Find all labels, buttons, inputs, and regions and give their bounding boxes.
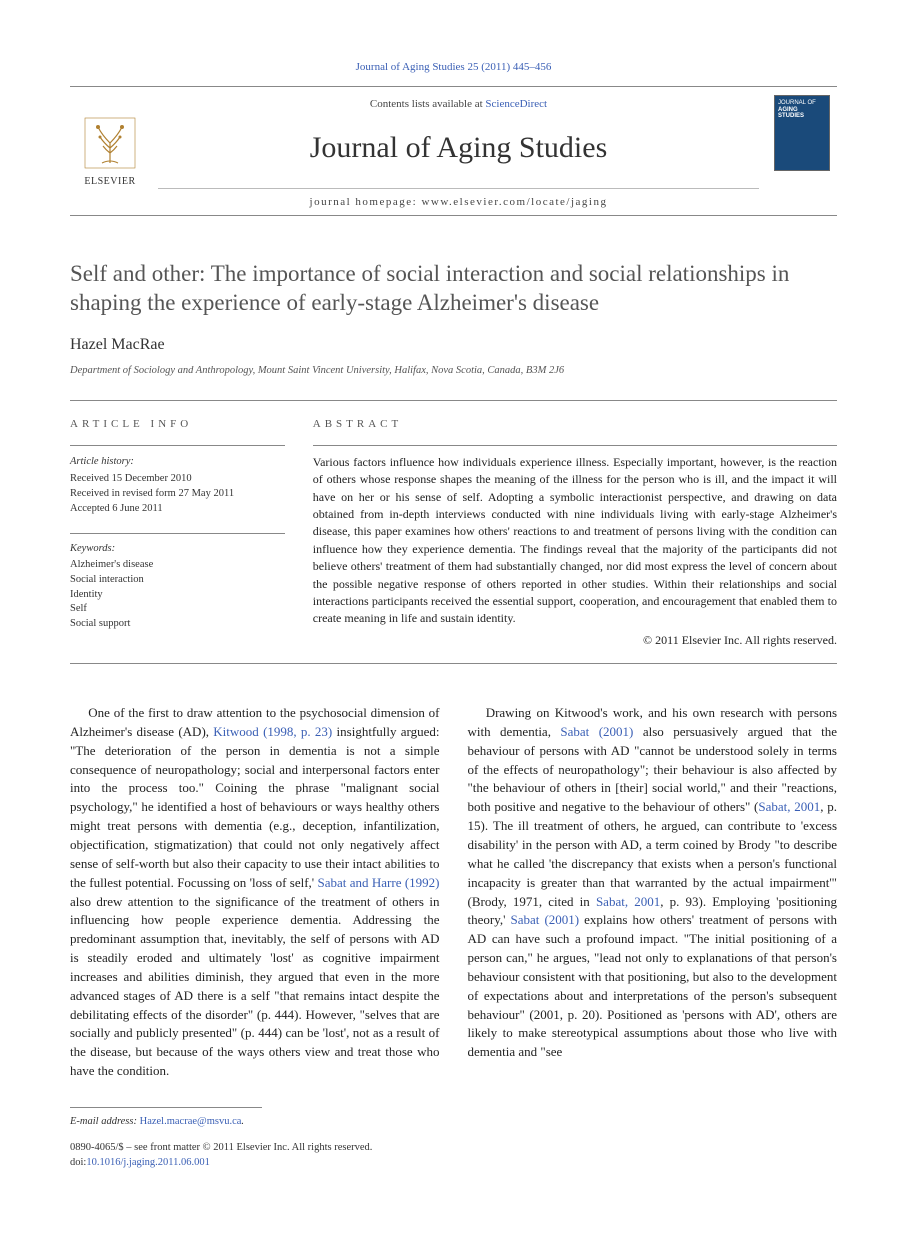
history-revised: Received in revised form 27 May 2011 [70, 486, 285, 501]
article-title: Self and other: The importance of social… [70, 260, 837, 318]
history-received: Received 15 December 2010 [70, 471, 285, 486]
abstract-text: Various factors influence how individual… [313, 454, 837, 628]
keyword: Self [70, 602, 285, 617]
citation-link[interactable]: Sabat, 2001 [596, 894, 660, 909]
body-paragraph: One of the first to draw attention to th… [70, 704, 440, 1081]
doi-link[interactable]: 10.1016/j.jaging.2011.06.001 [86, 1157, 210, 1168]
contents-prefix: Contents lists available at [370, 98, 485, 110]
keyword: Alzheimer's disease [70, 558, 285, 573]
body-paragraph: Drawing on Kitwood's work, and his own r… [468, 704, 838, 1062]
footnote-divider [70, 1107, 262, 1108]
sciencedirect-link[interactable]: ScienceDirect [485, 98, 547, 110]
body-text: explains how others' treatment of person… [468, 912, 838, 1059]
homepage-label: journal homepage: [310, 196, 422, 208]
email-suffix: . [241, 1116, 244, 1127]
front-matter: 0890-4065/$ – see front matter © 2011 El… [70, 1141, 837, 1170]
citation-line: Journal of Aging Studies 25 (2011) 445–4… [70, 60, 837, 76]
cover-line: STUDIES [778, 113, 826, 120]
keyword: Identity [70, 588, 285, 603]
keywords: Keywords: Alzheimer's disease Social int… [70, 542, 285, 632]
contents-available-line: Contents lists available at ScienceDirec… [158, 97, 759, 113]
corresponding-email-line: E-mail address: Hazel.macrae@msvu.ca. [70, 1114, 837, 1129]
issn-line: 0890-4065/$ – see front matter © 2011 El… [70, 1141, 837, 1156]
cover-line: JOURNAL OF [778, 100, 826, 107]
abstract-label: ABSTRACT [313, 417, 837, 433]
divider [313, 445, 837, 446]
cover-line: AGING [778, 107, 826, 114]
body-text: , p. 15). The ill treatment of others, h… [468, 799, 838, 908]
elsevier-tree-icon [80, 113, 140, 173]
email-label: E-mail address: [70, 1116, 140, 1127]
journal-header: ELSEVIER Contents lists available at Sci… [70, 86, 837, 216]
abstract-copyright: © 2011 Elsevier Inc. All rights reserved… [313, 632, 837, 649]
author-name: Hazel MacRae [70, 333, 837, 356]
citation-link[interactable]: Sabat and Harre (1992) [318, 875, 440, 890]
body-text: insightfully argued: "The deterioration … [70, 724, 440, 890]
divider [70, 533, 285, 534]
article-body: One of the first to draw attention to th… [70, 704, 837, 1081]
journal-cover-thumbnail: JOURNAL OF AGING STUDIES [767, 87, 837, 215]
history-head: Article history: [70, 454, 285, 469]
divider [70, 663, 837, 664]
keyword: Social interaction [70, 573, 285, 588]
body-text: disease, but because of the ways others … [70, 1044, 440, 1078]
article-history: Article history: Received 15 December 20… [70, 454, 285, 517]
abstract-column: ABSTRACT Various factors influence how i… [313, 401, 837, 649]
keyword: Social support [70, 617, 285, 632]
citation-link[interactable]: Sabat (2001) [560, 724, 633, 739]
body-text: also drew attention to the significance … [70, 894, 440, 1060]
article-info-label: ARTICLE INFO [70, 417, 285, 433]
homepage-url[interactable]: www.elsevier.com/locate/jaging [421, 196, 607, 208]
article-info-column: ARTICLE INFO Article history: Received 1… [70, 401, 285, 649]
author-email-link[interactable]: Hazel.macrae@msvu.ca [140, 1116, 242, 1127]
citation-link[interactable]: Sabat (2001) [511, 912, 580, 927]
divider [70, 445, 285, 446]
citation-link[interactable]: Kitwood (1998, p. 23) [213, 724, 332, 739]
doi-prefix: doi: [70, 1157, 86, 1168]
keywords-head: Keywords: [70, 542, 285, 557]
publisher-logo: ELSEVIER [70, 87, 150, 215]
citation-link[interactable]: Sabat, 2001 [758, 799, 820, 814]
history-accepted: Accepted 6 June 2011 [70, 501, 285, 516]
journal-homepage-line: journal homepage: www.elsevier.com/locat… [158, 188, 759, 211]
publisher-name: ELSEVIER [84, 175, 135, 190]
journal-name: Journal of Aging Studies [158, 126, 759, 170]
author-affiliation: Department of Sociology and Anthropology… [70, 363, 837, 378]
